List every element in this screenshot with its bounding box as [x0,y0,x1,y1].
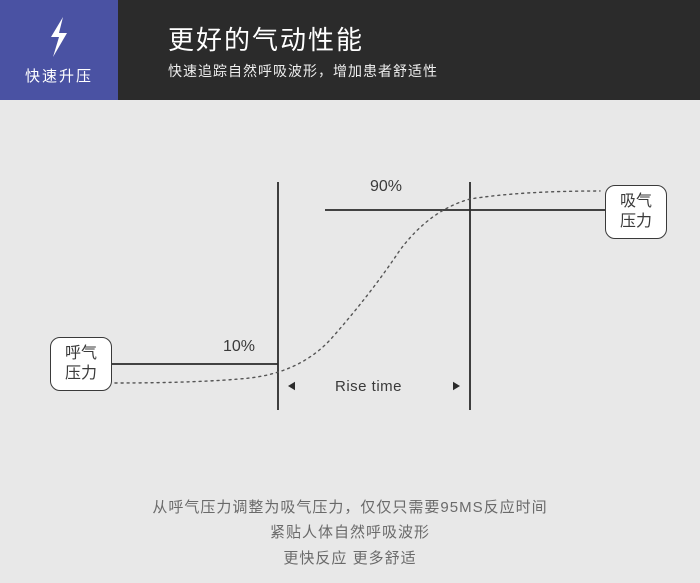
arrow-right-icon [453,382,460,390]
badge-label: 快速升压 [25,65,93,86]
exhale-line1: 呼气 [65,344,97,364]
pressure-curve-chart [0,100,700,500]
s-curve [115,191,600,383]
footer-line1: 从呼气压力调整为吸气压力，仅仅只需要95MS反应时间 [0,495,700,521]
pct-low-label: 10% [223,338,255,356]
footer-line2: 紧贴人体自然呼吸波形 [0,520,700,546]
inhale-line2: 压力 [620,212,652,232]
badge-fast-pressure: 快速升压 [0,0,118,100]
header-text: 更好的气动性能 快速追踪自然呼吸波形，增加患者舒适性 [118,0,700,100]
footer-line3: 更快反应 更多舒适 [0,546,700,572]
exhale-line2: 压力 [65,364,97,384]
lightning-icon [37,15,81,59]
exhale-pressure-box: 呼气 压力 [50,337,112,391]
inhale-line1: 吸气 [620,192,652,212]
rise-time-label: Rise time [335,378,402,395]
inhale-pressure-box: 吸气 压力 [605,185,667,239]
header-title: 更好的气动性能 [168,20,700,57]
pct-high-label: 90% [370,178,402,196]
main-area: 呼气 压力 吸气 压力 10% 90% Rise time 从呼气压力调整为吸气… [0,100,700,583]
header-subtitle: 快速追踪自然呼吸波形，增加患者舒适性 [168,61,700,81]
arrow-left-icon [288,382,295,390]
header: 快速升压 更好的气动性能 快速追踪自然呼吸波形，增加患者舒适性 [0,0,700,100]
footer-text: 从呼气压力调整为吸气压力，仅仅只需要95MS反应时间 紧贴人体自然呼吸波形 更快… [0,495,700,572]
